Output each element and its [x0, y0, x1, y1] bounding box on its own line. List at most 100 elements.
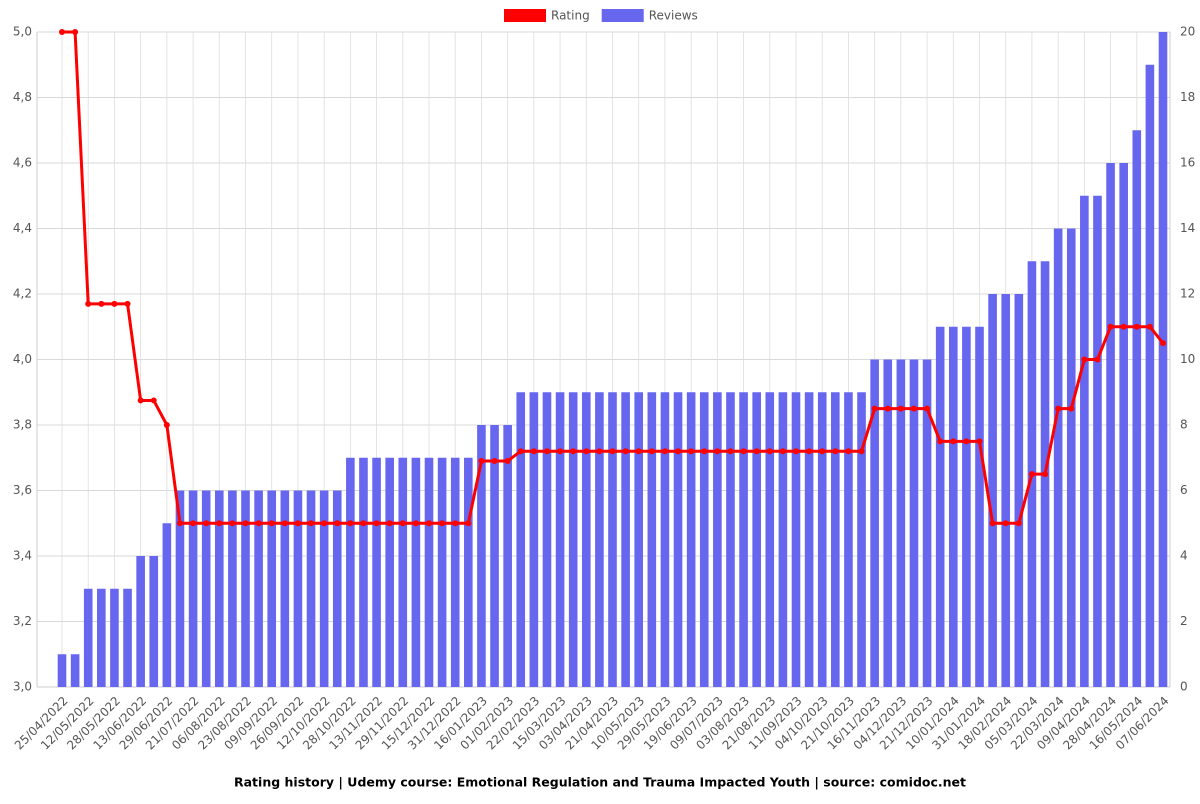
y-tick-label: 3,0 — [13, 680, 32, 694]
bar — [201, 490, 211, 687]
legend-swatch — [601, 9, 644, 22]
bar — [254, 490, 263, 687]
rating-point — [740, 448, 747, 455]
bar — [516, 392, 526, 687]
bar — [70, 654, 80, 687]
bar — [477, 425, 486, 687]
bar — [896, 359, 906, 687]
y-tick-label: 3,6 — [13, 483, 32, 497]
bar — [935, 326, 945, 687]
rating-point — [1042, 471, 1049, 478]
y2-tick-label: 0 — [1180, 680, 1188, 694]
bar — [490, 425, 499, 687]
rating-point — [858, 448, 865, 455]
rating-point — [753, 448, 760, 455]
rating-point — [793, 448, 799, 455]
bar — [739, 392, 748, 687]
rating-point — [465, 520, 472, 527]
rating-point — [635, 448, 642, 455]
y2-tick-label: 4 — [1180, 549, 1188, 563]
bar — [1132, 130, 1142, 687]
rating-point — [176, 520, 183, 527]
rating-point — [190, 520, 197, 527]
legend-swatch — [504, 9, 546, 22]
rating-point — [596, 448, 603, 455]
bar — [1158, 32, 1168, 687]
y2-tick-label: 14 — [1180, 221, 1195, 235]
bar — [857, 392, 866, 687]
rating-point — [373, 520, 380, 527]
rating-point — [1133, 323, 1140, 330]
chart-title: Rating history | Udemy course: Emotional… — [234, 775, 966, 790]
rating-point — [1120, 323, 1127, 330]
y-tick-label: 4,2 — [13, 287, 32, 301]
rating-point — [203, 520, 210, 527]
rating-point — [609, 448, 616, 455]
bar — [962, 326, 971, 687]
bar — [870, 359, 879, 687]
bar — [621, 392, 630, 687]
bar — [1066, 228, 1076, 687]
bar — [647, 392, 657, 687]
rating-point — [924, 405, 931, 412]
rating-point — [386, 520, 393, 527]
bar — [411, 457, 421, 687]
bar — [948, 326, 958, 687]
rating-point — [347, 520, 354, 527]
rating-point — [321, 520, 328, 527]
bar — [136, 556, 145, 687]
rating-point — [897, 405, 904, 412]
rating-point — [543, 448, 550, 455]
rating-point — [871, 405, 878, 412]
rating-point — [150, 397, 157, 404]
bar — [162, 523, 172, 687]
rating-point — [989, 520, 996, 527]
y-tick-label: 3,2 — [13, 614, 32, 628]
rating-point — [1107, 323, 1114, 330]
rating-point — [478, 458, 485, 465]
rating-point — [688, 448, 695, 455]
rating-point — [72, 29, 79, 35]
rating-point — [137, 397, 144, 404]
rating-point — [399, 520, 406, 527]
rating-point — [976, 438, 983, 445]
bar — [988, 294, 997, 687]
y-tick-label: 3,8 — [13, 418, 32, 432]
bar — [581, 392, 591, 687]
rating-point — [281, 520, 288, 527]
bar — [778, 392, 788, 687]
bar — [110, 588, 119, 687]
rating-point — [124, 300, 131, 307]
bar — [1014, 294, 1024, 687]
bar — [634, 392, 644, 687]
bar — [398, 457, 408, 687]
rating-point — [1002, 520, 1009, 527]
bar — [267, 490, 277, 687]
rating-point — [517, 448, 524, 455]
bar — [149, 556, 159, 687]
rating-point — [675, 448, 682, 455]
bar — [686, 392, 696, 687]
bar — [359, 457, 368, 687]
bar — [503, 425, 512, 687]
bar — [319, 490, 329, 687]
rating-point — [1055, 405, 1062, 412]
bar — [608, 392, 617, 687]
bar — [464, 457, 473, 687]
rating-point — [229, 520, 236, 527]
bar — [922, 359, 932, 687]
bar — [555, 392, 565, 687]
bar — [346, 457, 355, 687]
y2-tick-label: 2 — [1180, 614, 1188, 628]
rating-point — [806, 448, 813, 455]
rating-point — [648, 448, 655, 455]
rating-point — [426, 520, 432, 527]
bar — [765, 392, 775, 687]
rating-point — [1028, 471, 1035, 478]
bar — [424, 457, 434, 687]
y-tick-label: 4,8 — [13, 90, 32, 104]
bar — [699, 392, 709, 687]
bar — [123, 588, 132, 687]
bar — [529, 392, 539, 687]
rating-point — [439, 520, 446, 527]
